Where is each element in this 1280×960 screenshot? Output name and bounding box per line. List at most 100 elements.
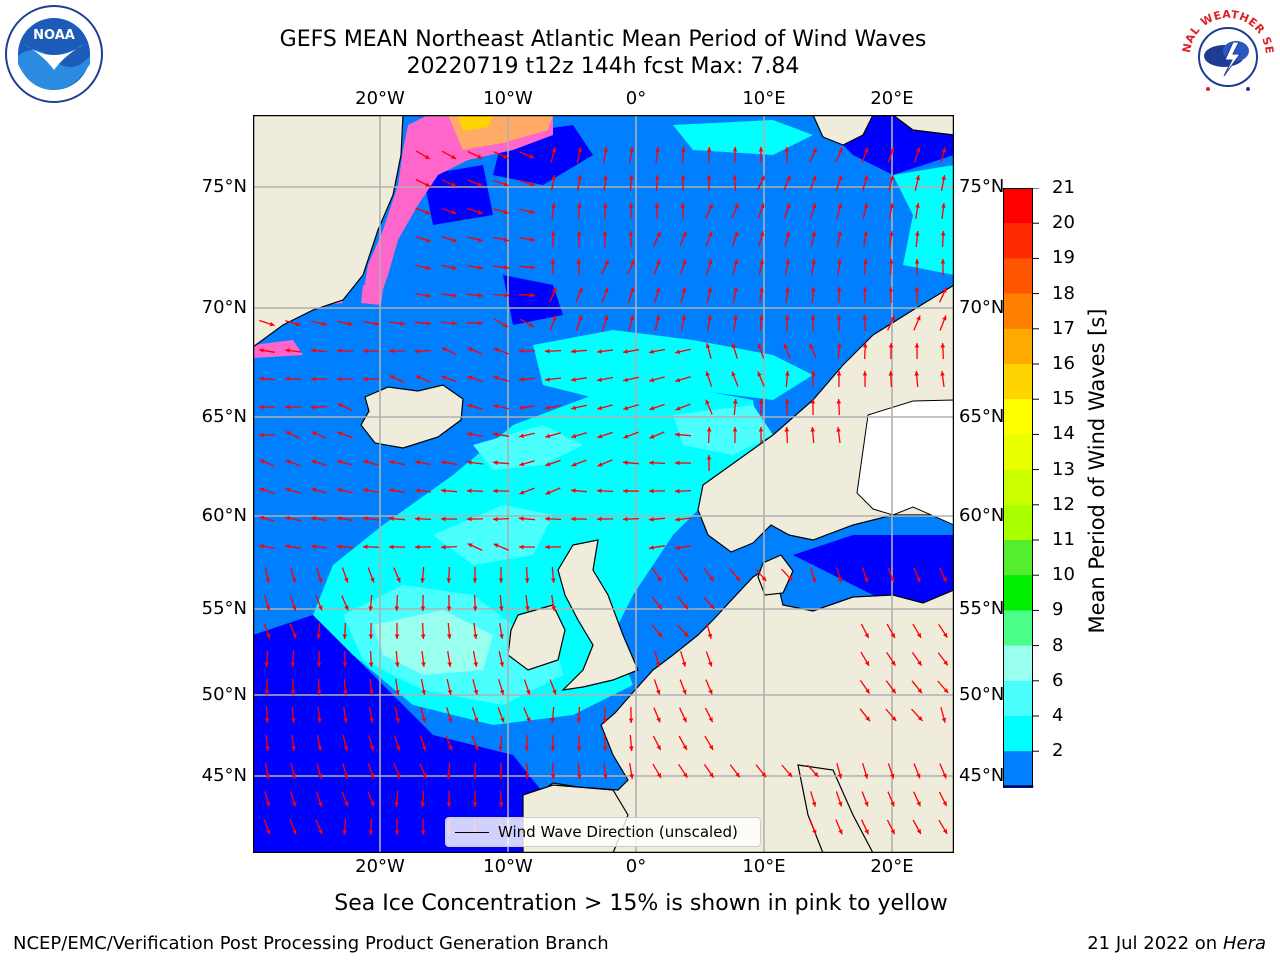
wave-direction-arrow [912, 819, 922, 835]
wave-direction-arrow [654, 202, 660, 220]
wave-direction-arrow [336, 516, 354, 521]
colorbar-segment [1003, 751, 1033, 787]
wave-direction-arrow [759, 314, 764, 332]
wave-direction-arrow [493, 318, 509, 328]
wave-direction-arrow [337, 320, 353, 326]
wave-direction-arrow [836, 567, 843, 583]
wave-direction-arrow [758, 231, 765, 247]
wave-direction-arrow [519, 487, 535, 495]
wave-direction-arrow [441, 236, 457, 243]
wave-direction-arrow [394, 818, 400, 836]
wave-direction-arrow [888, 175, 895, 191]
wave-direction-arrow [862, 370, 868, 388]
wave-direction-arrow [388, 544, 406, 550]
wave-direction-arrow [467, 150, 483, 160]
wave-direction-arrow [524, 566, 530, 584]
wave-direction-arrow [915, 230, 920, 248]
wave-direction-arrow [518, 265, 536, 270]
colorbar-segment [1003, 223, 1033, 259]
wave-direction-arrow [835, 175, 843, 191]
wave-direction-arrow [316, 734, 322, 752]
wind-wave-direction-arrows [258, 146, 949, 836]
wave-direction-arrow [622, 488, 640, 494]
wave-direction-arrow [705, 651, 713, 667]
wave-direction-arrow [570, 377, 588, 382]
wave-direction-arrow [602, 315, 609, 331]
wave-direction-arrow [653, 259, 661, 275]
wave-direction-arrow [467, 403, 483, 410]
wave-direction-arrow [628, 706, 634, 724]
lon-label-top: 0° [625, 88, 647, 109]
colorbar-segment [1003, 328, 1033, 365]
wave-direction-arrow [835, 791, 843, 807]
wave-direction-arrow [914, 342, 920, 360]
wave-direction-arrow [837, 342, 842, 360]
wave-direction-arrow [729, 568, 741, 582]
lon-label-top: 10°E [742, 88, 786, 109]
wave-direction-arrow [836, 370, 842, 388]
wave-direction-arrow [336, 544, 354, 549]
wave-direction-arrow [940, 174, 946, 192]
wave-direction-arrow [783, 343, 791, 359]
wave-direction-arrow [862, 175, 869, 191]
wave-direction-arrow [518, 516, 536, 521]
wave-direction-arrow [706, 287, 712, 303]
wave-direction-arrow [447, 650, 452, 668]
wave-direction-arrow [836, 230, 842, 248]
wave-direction-arrow [419, 735, 427, 751]
wave-direction-arrow [938, 791, 948, 807]
wave-direction-arrow [446, 707, 453, 723]
wave-direction-arrow [368, 594, 373, 612]
wave-direction-arrow [940, 147, 947, 163]
wave-direction-arrow [912, 623, 922, 639]
wave-direction-arrow [545, 487, 561, 495]
wave-direction-arrow [394, 707, 400, 723]
wave-direction-arrow [757, 203, 765, 219]
colorbar-segment [1003, 680, 1033, 717]
wave-direction-arrow [362, 320, 380, 326]
chart-title: GEFS MEAN Northeast Atlantic Mean Period… [279, 27, 927, 52]
colorbar-tick-label: 15 [1052, 388, 1075, 410]
colorbar-segment [1003, 504, 1033, 541]
wave-direction-arrow [342, 650, 348, 668]
wave-direction-arrow [602, 230, 608, 248]
wave-direction-arrow [937, 652, 949, 666]
wave-direction-arrow [680, 174, 686, 192]
footer-host: Hera [1222, 933, 1266, 954]
wave-direction-arrow [732, 426, 738, 444]
wave-direction-arrow [628, 202, 634, 220]
wave-direction-arrow [393, 567, 401, 583]
lon-label-bottom: 10°E [742, 856, 786, 877]
wave-direction-arrow [394, 790, 399, 808]
wave-direction-arrow [290, 763, 296, 779]
wave-direction-arrow [649, 376, 665, 383]
wave-direction-arrow [649, 431, 665, 439]
wave-direction-arrow [759, 286, 764, 304]
wave-direction-arrow [860, 623, 870, 639]
wave-direction-arrow [836, 763, 843, 779]
wave-direction-arrow [888, 370, 894, 388]
wave-direction-arrow [784, 258, 790, 276]
wave-direction-arrow [679, 707, 687, 723]
wave-direction-arrow [440, 516, 458, 522]
wave-direction-arrow [679, 679, 687, 695]
colorbar-segment [1003, 293, 1033, 330]
wave-direction-arrow [492, 460, 510, 465]
wave-direction-arrow [602, 146, 608, 164]
wave-direction-arrow [414, 348, 432, 354]
wave-direction-arrow [310, 516, 328, 522]
wave-direction-arrow [472, 594, 478, 612]
wave-direction-arrow [311, 459, 327, 467]
wave-direction-arrow [622, 349, 640, 354]
wave-direction-arrow [810, 314, 816, 332]
wave-direction-arrow [862, 286, 868, 304]
wave-direction-arrow [571, 459, 587, 467]
wave-direction-arrow [755, 764, 767, 778]
wave-direction-arrow [525, 595, 530, 611]
wave-direction-arrow [342, 735, 348, 751]
wave-direction-arrow [388, 348, 406, 354]
wave-direction-arrow [498, 679, 505, 695]
wave-direction-arrow [680, 651, 687, 667]
wave-direction-arrow [886, 623, 896, 639]
wave-direction-arrow [810, 370, 816, 388]
